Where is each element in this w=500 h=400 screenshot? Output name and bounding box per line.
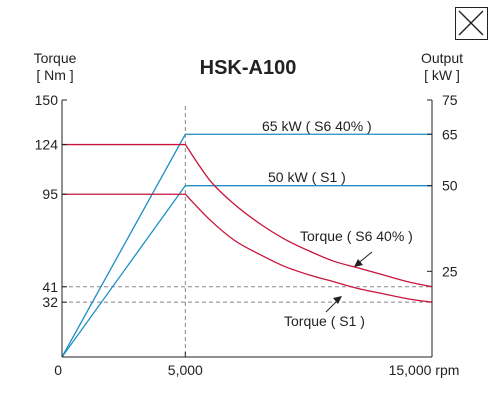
right-tick-label-0: 75 — [442, 92, 458, 108]
right-axis-unit: [ kW ] — [424, 67, 460, 83]
leader-arrow-1 — [333, 296, 342, 304]
right-tick-label-2: 50 — [442, 178, 458, 194]
left-tick-label-0: 150 — [35, 92, 59, 108]
plot-area: 65 kW ( S6 40% ) 50 kW ( S1 ) Torque ( S6 … — [35, 92, 460, 378]
right-tick-label-1: 65 — [442, 126, 458, 142]
chart-title: HSK-A100 — [200, 57, 297, 79]
series-line-3 — [62, 193, 433, 303]
x-tick-label-1: 5,000 — [168, 362, 203, 378]
left-axis-unit: [ Nm ] — [36, 67, 73, 83]
right-axis-title: Output — [421, 50, 463, 66]
left-axis-title: Torque — [34, 50, 77, 66]
x-tick-label-0: 0 — [54, 362, 62, 378]
left-tick-label-2: 95 — [42, 186, 58, 202]
series-label-2: Torque ( S6 40% ) — [300, 228, 413, 244]
series-line-0 — [61, 133, 432, 358]
leader-arrow-0 — [354, 259, 363, 267]
left-tick-label-4: 32 — [42, 294, 58, 310]
close-button[interactable] — [455, 7, 488, 40]
x-tick-label-2: 15,000 rpm — [389, 362, 460, 378]
series-label-1: 50 kW ( S1 ) — [268, 169, 346, 185]
series-line-2 — [62, 143, 433, 288]
right-tick-label-3: 25 — [442, 263, 458, 279]
series-label-0: 65 kW ( S6 40% ) — [262, 118, 372, 134]
left-tick-label-3: 41 — [42, 279, 58, 295]
series-label-3: Torque ( S1 ) — [284, 313, 365, 329]
close-icon — [458, 10, 484, 36]
left-tick-label-1: 124 — [35, 137, 59, 153]
series-line-1 — [61, 185, 432, 358]
